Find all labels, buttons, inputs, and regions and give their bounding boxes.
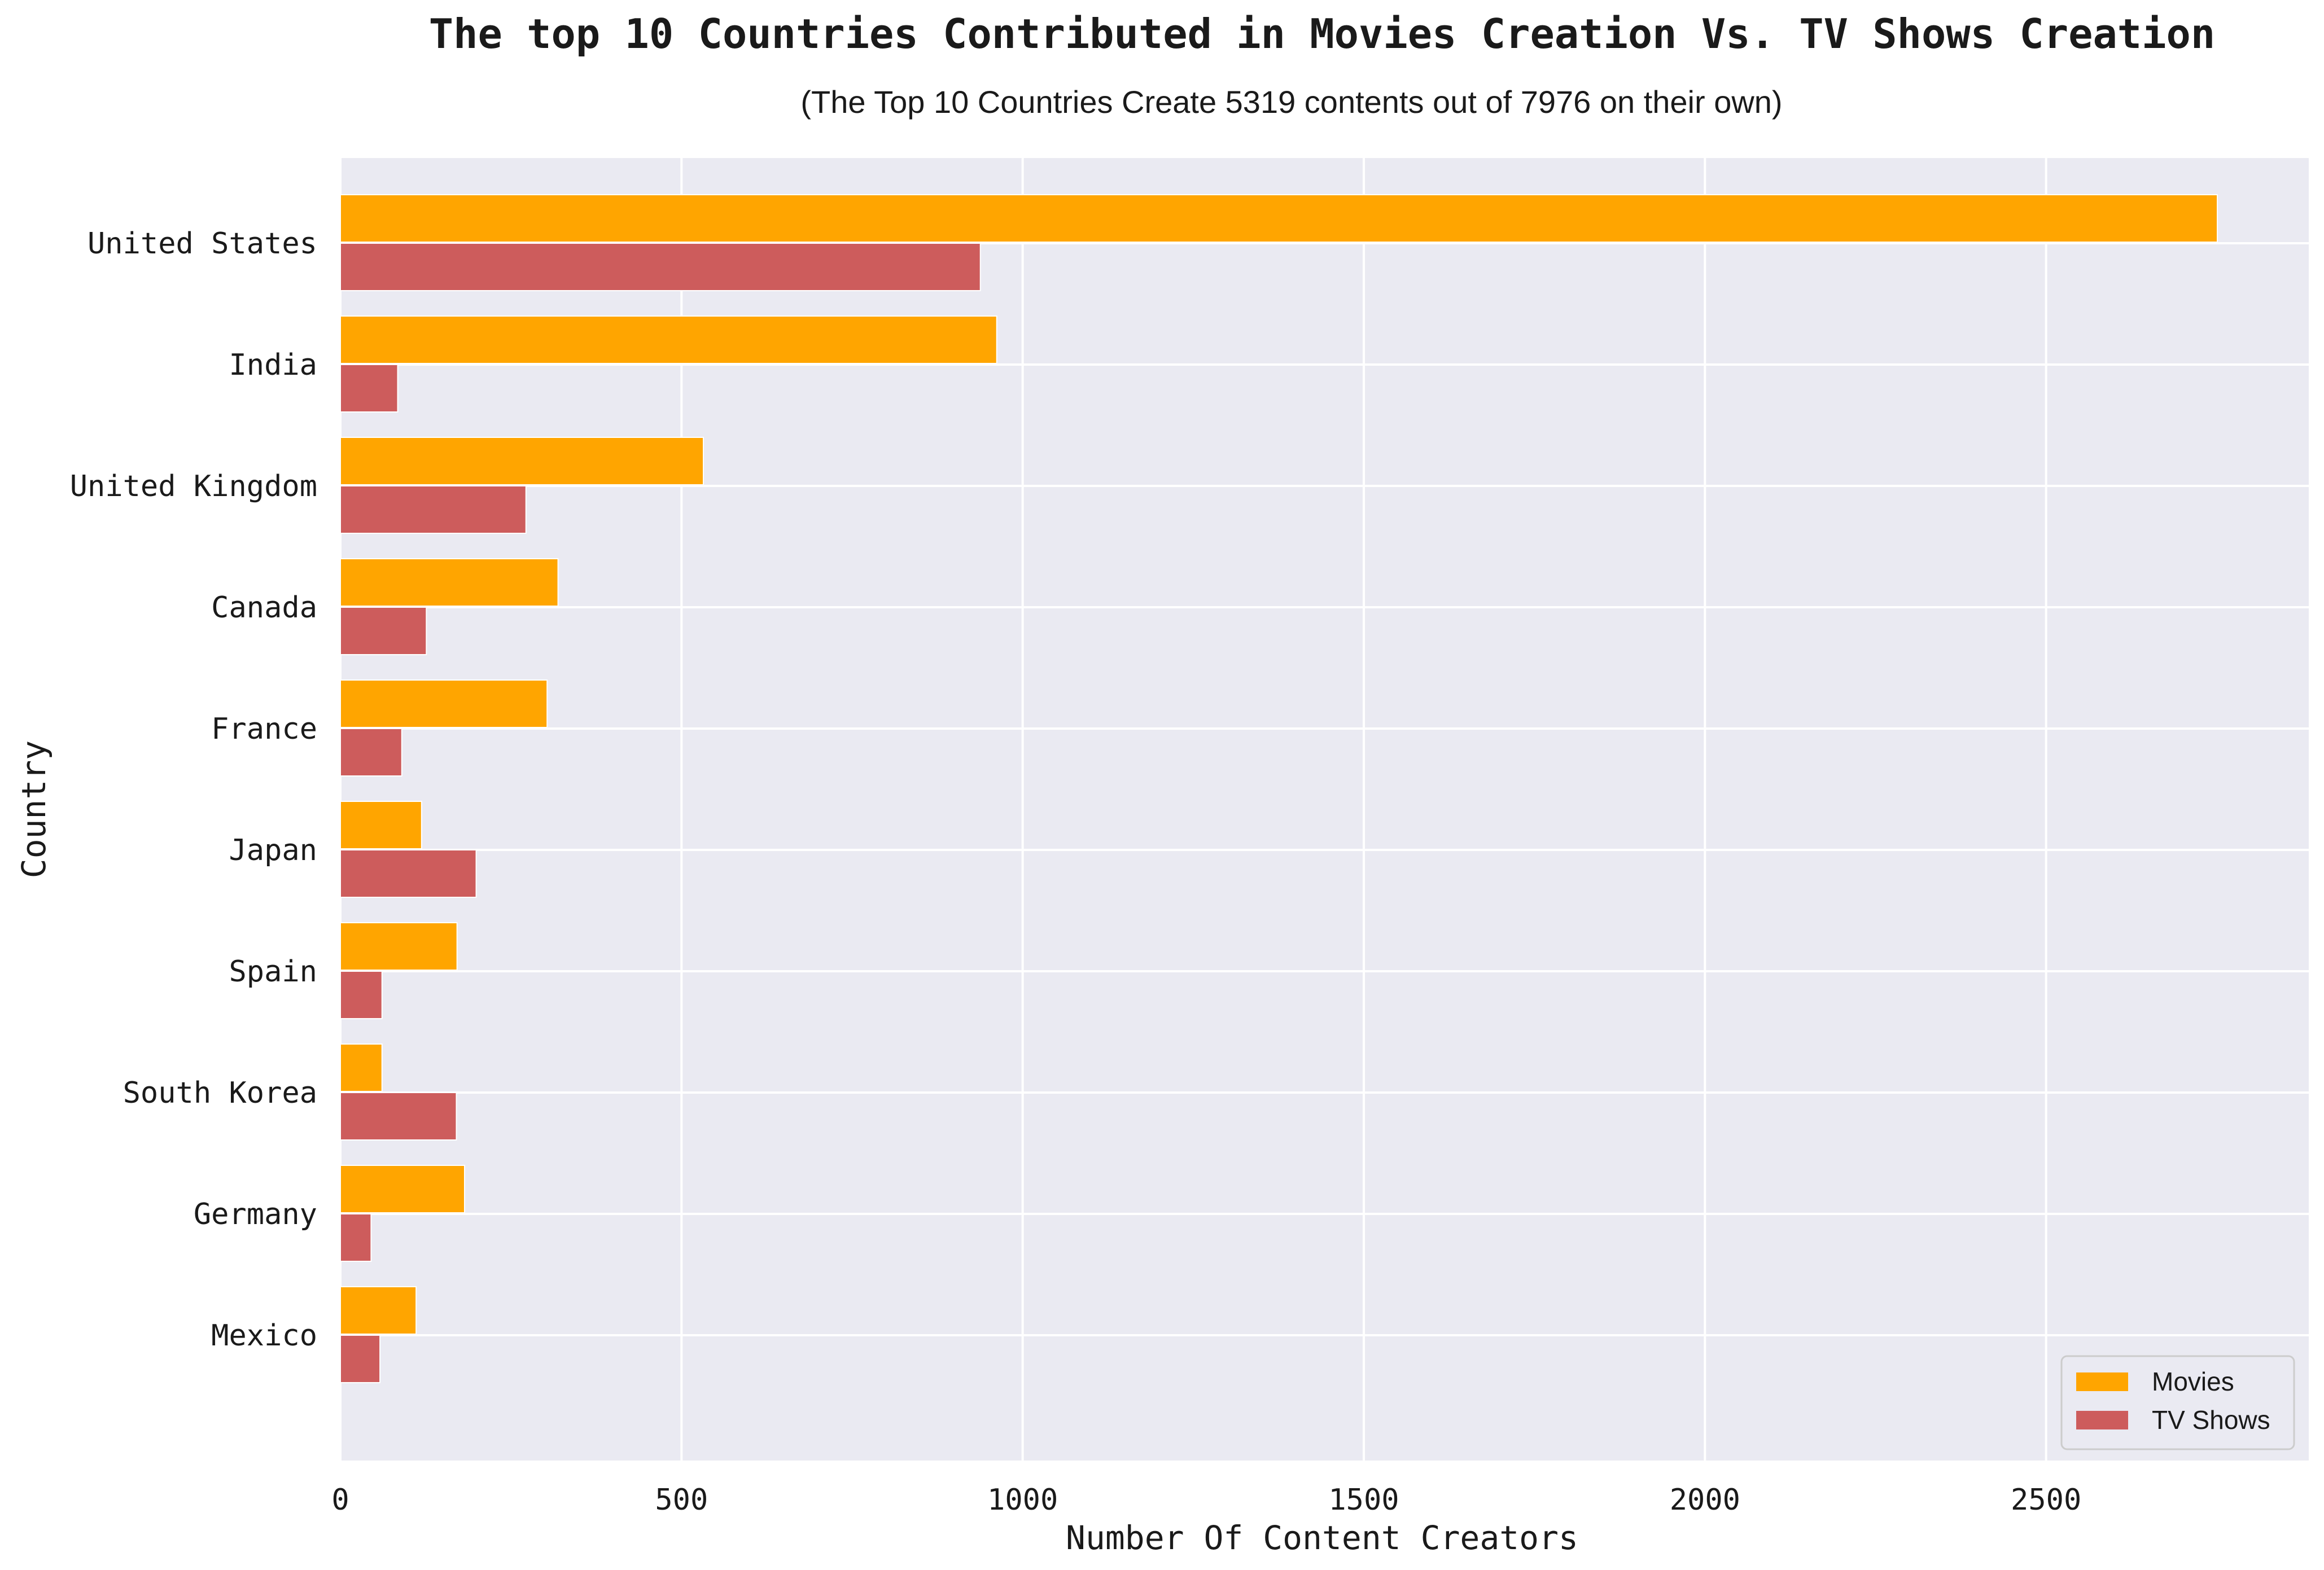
bars: [340, 194, 2218, 1383]
x-tick-label: 500: [655, 1483, 708, 1517]
y-axis-label: Country: [15, 740, 53, 878]
y-tick-label: Germany: [194, 1198, 317, 1231]
bar-tv-shows-spain: [340, 971, 383, 1019]
x-tick-labels: 0 500 1000 1500 2000 2500: [331, 1483, 2081, 1517]
y-tick-label: South Korea: [123, 1076, 317, 1110]
bar-movies-india: [340, 315, 997, 364]
y-tick-label: Japan: [229, 834, 317, 867]
x-tick-label: 2000: [1670, 1483, 1740, 1517]
chart-subtitle: (The Top 10 Countries Create 5319 conten…: [800, 84, 1782, 120]
x-axis-label: Number Of Content Creators: [1066, 1519, 1578, 1557]
bar-movies-spain: [340, 922, 458, 971]
y-tick-label: United States: [87, 227, 317, 261]
bar-tv-shows-united-kingdom: [340, 485, 527, 534]
y-tick-label: India: [229, 348, 317, 382]
x-tick-label: 1500: [1328, 1483, 1399, 1517]
legend-label-tv-shows: TV Shows: [2152, 1405, 2270, 1435]
y-tick-label: Mexico: [211, 1319, 317, 1353]
x-tick-label: 1000: [987, 1483, 1058, 1517]
legend: Movies TV Shows: [2060, 1355, 2295, 1450]
bar-tv-shows-france: [340, 728, 402, 777]
y-tick-label: United Kingdom: [70, 470, 317, 503]
bar-tv-shows-south-korea: [340, 1092, 457, 1141]
bar-movies-canada: [340, 558, 559, 607]
bar-tv-shows-india: [340, 364, 399, 413]
bar-tv-shows-mexico: [340, 1335, 381, 1383]
y-tick-label: Spain: [229, 955, 317, 989]
chart-title: The top 10 Countries Contributed in Movi…: [429, 10, 2215, 58]
bar-tv-shows-canada: [340, 607, 427, 655]
y-tick-label: Canada: [211, 591, 317, 625]
bar-movies-germany: [340, 1165, 465, 1213]
bar-movies-france: [340, 679, 548, 728]
bar-tv-shows-united-states: [340, 243, 981, 291]
bar-tv-shows-japan: [340, 849, 477, 898]
legend-swatch-tv-shows: [2076, 1411, 2128, 1429]
bar-movies-mexico: [340, 1286, 417, 1335]
y-tick-labels: United States India United Kingdom Canada Fr…: [70, 227, 317, 1353]
x-tick-label: 2500: [2011, 1483, 2081, 1517]
legend-swatch-movies: [2076, 1372, 2128, 1391]
bar-tv-shows-germany: [340, 1213, 372, 1262]
grid-lines: [339, 158, 2309, 1461]
bar-movies-united-states: [340, 194, 2218, 243]
bar-movies-south-korea: [340, 1043, 383, 1092]
plot-area: [340, 158, 2309, 1461]
y-tick-label: France: [211, 712, 317, 746]
legend-label-movies: Movies: [2152, 1367, 2234, 1396]
bar-movies-united-kingdom: [340, 437, 704, 485]
x-tick-label: 0: [331, 1483, 349, 1517]
bar-movies-japan: [340, 801, 422, 849]
